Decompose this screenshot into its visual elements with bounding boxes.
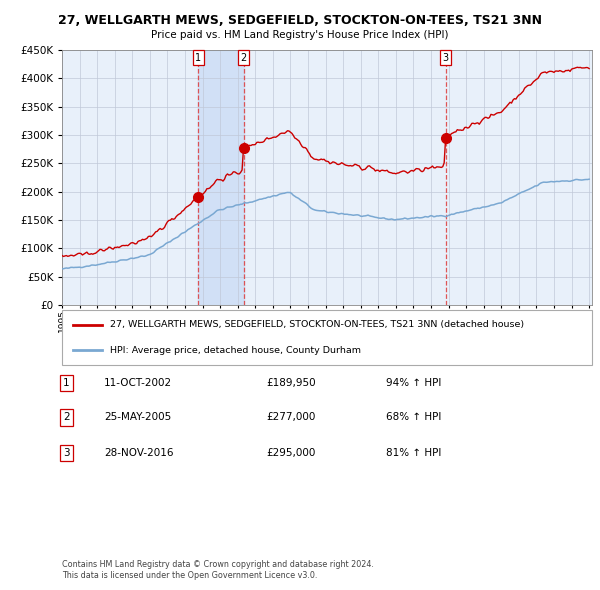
FancyBboxPatch shape [62, 310, 592, 365]
Text: 1: 1 [195, 53, 201, 63]
Text: 28-NOV-2016: 28-NOV-2016 [104, 448, 174, 458]
Text: £295,000: £295,000 [267, 448, 316, 458]
Text: Price paid vs. HM Land Registry's House Price Index (HPI): Price paid vs. HM Land Registry's House … [151, 30, 449, 40]
Text: 3: 3 [63, 448, 70, 458]
Text: Contains HM Land Registry data © Crown copyright and database right 2024.: Contains HM Land Registry data © Crown c… [62, 560, 374, 569]
Text: £277,000: £277,000 [267, 412, 316, 422]
Text: £189,950: £189,950 [267, 378, 316, 388]
Text: 11-OCT-2002: 11-OCT-2002 [104, 378, 172, 388]
Text: This data is licensed under the Open Government Licence v3.0.: This data is licensed under the Open Gov… [62, 571, 317, 580]
Text: 25-MAY-2005: 25-MAY-2005 [104, 412, 172, 422]
Text: 2: 2 [241, 53, 247, 63]
Text: 27, WELLGARTH MEWS, SEDGEFIELD, STOCKTON-ON-TEES, TS21 3NN: 27, WELLGARTH MEWS, SEDGEFIELD, STOCKTON… [58, 14, 542, 27]
Bar [198, 50, 244, 305]
Text: 27, WELLGARTH MEWS, SEDGEFIELD, STOCKTON-ON-TEES, TS21 3NN (detached house): 27, WELLGARTH MEWS, SEDGEFIELD, STOCKTON… [110, 320, 524, 329]
Text: 1: 1 [63, 378, 70, 388]
Text: 3: 3 [443, 53, 449, 63]
Text: 2: 2 [63, 412, 70, 422]
Text: 81% ↑ HPI: 81% ↑ HPI [386, 448, 442, 458]
Text: 94% ↑ HPI: 94% ↑ HPI [386, 378, 442, 388]
Text: 68% ↑ HPI: 68% ↑ HPI [386, 412, 442, 422]
Text: HPI: Average price, detached house, County Durham: HPI: Average price, detached house, Coun… [110, 346, 361, 355]
